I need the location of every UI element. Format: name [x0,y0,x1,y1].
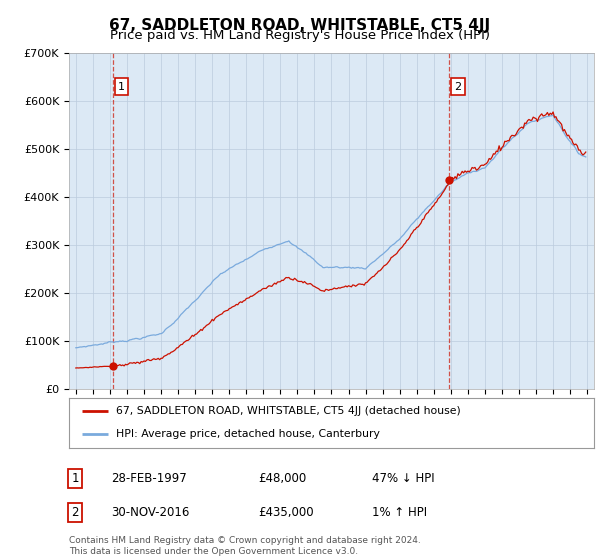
Text: HPI: Average price, detached house, Canterbury: HPI: Average price, detached house, Cant… [116,430,380,440]
Text: 67, SADDLETON ROAD, WHITSTABLE, CT5 4JJ: 67, SADDLETON ROAD, WHITSTABLE, CT5 4JJ [109,18,491,33]
Text: 47% ↓ HPI: 47% ↓ HPI [372,472,434,486]
Text: 2: 2 [455,82,461,92]
Text: 1% ↑ HPI: 1% ↑ HPI [372,506,427,519]
Text: £435,000: £435,000 [258,506,314,519]
Text: 67, SADDLETON ROAD, WHITSTABLE, CT5 4JJ (detached house): 67, SADDLETON ROAD, WHITSTABLE, CT5 4JJ … [116,406,461,416]
Text: Price paid vs. HM Land Registry's House Price Index (HPI): Price paid vs. HM Land Registry's House … [110,29,490,42]
Text: 30-NOV-2016: 30-NOV-2016 [111,506,190,519]
Text: 1: 1 [118,82,125,92]
Text: 1: 1 [71,472,79,486]
Text: Contains HM Land Registry data © Crown copyright and database right 2024.
This d: Contains HM Land Registry data © Crown c… [69,536,421,556]
Text: 28-FEB-1997: 28-FEB-1997 [111,472,187,486]
Text: £48,000: £48,000 [258,472,306,486]
Text: 2: 2 [71,506,79,519]
